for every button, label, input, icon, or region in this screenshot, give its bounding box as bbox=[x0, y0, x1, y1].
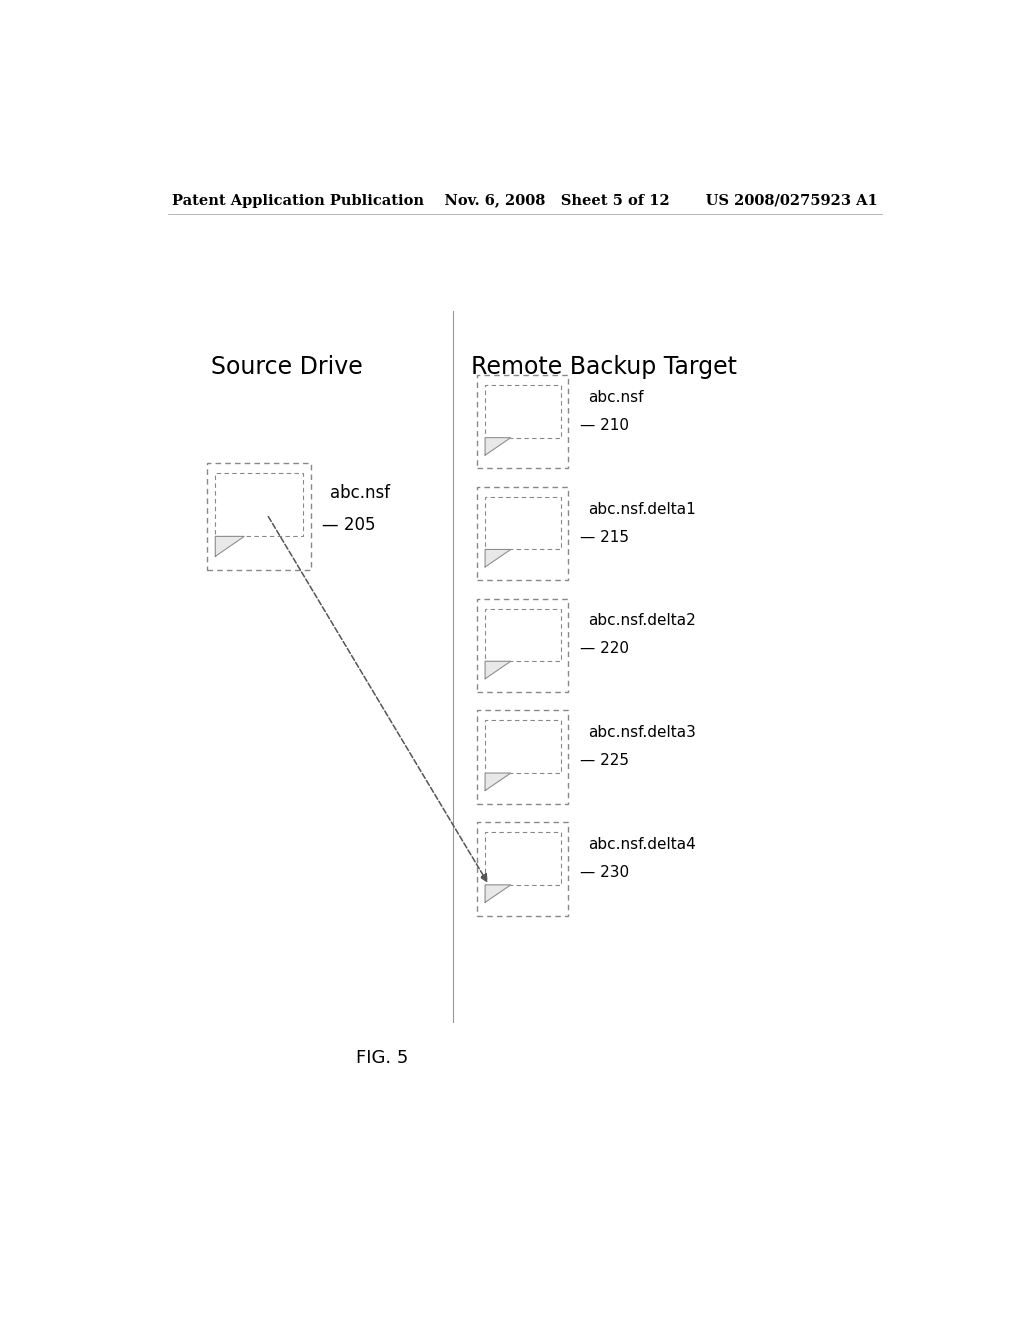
Bar bbox=[215, 474, 303, 536]
Text: FIG. 5: FIG. 5 bbox=[355, 1049, 409, 1067]
Polygon shape bbox=[485, 549, 511, 568]
Bar bbox=[485, 833, 560, 884]
Text: Source Drive: Source Drive bbox=[211, 355, 362, 379]
Text: abc.nsf.delta1: abc.nsf.delta1 bbox=[588, 502, 696, 516]
Text: — 205: — 205 bbox=[323, 516, 376, 535]
Text: abc.nsf.delta2: abc.nsf.delta2 bbox=[588, 614, 696, 628]
Text: — 225: — 225 bbox=[581, 754, 630, 768]
Text: abc.nsf.delta4: abc.nsf.delta4 bbox=[588, 837, 696, 851]
Bar bbox=[485, 385, 560, 438]
Bar bbox=[485, 721, 560, 774]
Polygon shape bbox=[485, 661, 511, 678]
Bar bbox=[477, 710, 568, 804]
Bar bbox=[477, 487, 568, 581]
Text: — 210: — 210 bbox=[581, 418, 630, 433]
Polygon shape bbox=[485, 438, 511, 455]
Bar bbox=[485, 609, 560, 661]
Text: — 215: — 215 bbox=[581, 529, 630, 545]
Text: Patent Application Publication    Nov. 6, 2008   Sheet 5 of 12       US 2008/027: Patent Application Publication Nov. 6, 2… bbox=[172, 194, 878, 209]
Text: Remote Backup Target: Remote Backup Target bbox=[471, 355, 737, 379]
Bar bbox=[207, 463, 310, 570]
Bar bbox=[477, 598, 568, 692]
Polygon shape bbox=[485, 774, 511, 791]
Text: abc.nsf: abc.nsf bbox=[331, 484, 390, 502]
Bar bbox=[477, 822, 568, 916]
Bar bbox=[485, 496, 560, 549]
Text: — 230: — 230 bbox=[581, 865, 630, 880]
Text: — 220: — 220 bbox=[581, 642, 630, 656]
Polygon shape bbox=[485, 884, 511, 903]
Polygon shape bbox=[215, 536, 244, 556]
Bar bbox=[477, 375, 568, 469]
Text: abc.nsf: abc.nsf bbox=[588, 389, 644, 405]
Text: abc.nsf.delta3: abc.nsf.delta3 bbox=[588, 725, 696, 741]
